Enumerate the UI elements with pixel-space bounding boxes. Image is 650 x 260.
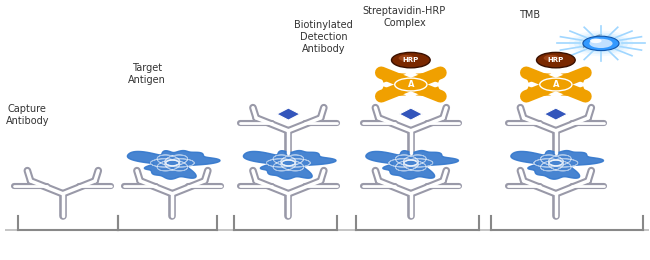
Text: Biotinylated
Detection
Antibody: Biotinylated Detection Antibody [294,21,353,54]
Circle shape [395,78,427,91]
Circle shape [398,55,414,61]
Circle shape [590,39,612,48]
Polygon shape [399,108,422,120]
Polygon shape [415,72,443,83]
Text: Streptavidin-HRP
Complex: Streptavidin-HRP Complex [363,6,446,28]
Text: TMB: TMB [519,10,541,20]
Text: Target
Antigen: Target Antigen [127,63,166,84]
Circle shape [391,53,430,68]
Polygon shape [366,151,458,179]
Polygon shape [511,151,603,179]
Circle shape [583,36,619,51]
Polygon shape [524,72,551,83]
Text: HRP: HRP [403,57,419,63]
Text: A: A [552,80,559,89]
Circle shape [578,34,623,53]
Circle shape [543,55,559,61]
Circle shape [574,32,628,54]
Circle shape [569,30,633,56]
Text: Capture
Antibody: Capture Antibody [6,104,49,126]
Text: HRP: HRP [548,57,564,63]
Polygon shape [127,151,220,179]
Polygon shape [379,72,406,83]
Polygon shape [560,86,588,97]
Polygon shape [243,151,336,179]
Polygon shape [544,108,567,120]
Polygon shape [560,72,588,83]
Polygon shape [524,86,551,97]
Circle shape [540,78,572,91]
Circle shape [536,53,575,68]
Polygon shape [379,86,406,97]
Polygon shape [415,86,443,97]
Text: A: A [408,80,414,89]
Polygon shape [277,108,300,120]
Circle shape [590,38,602,43]
